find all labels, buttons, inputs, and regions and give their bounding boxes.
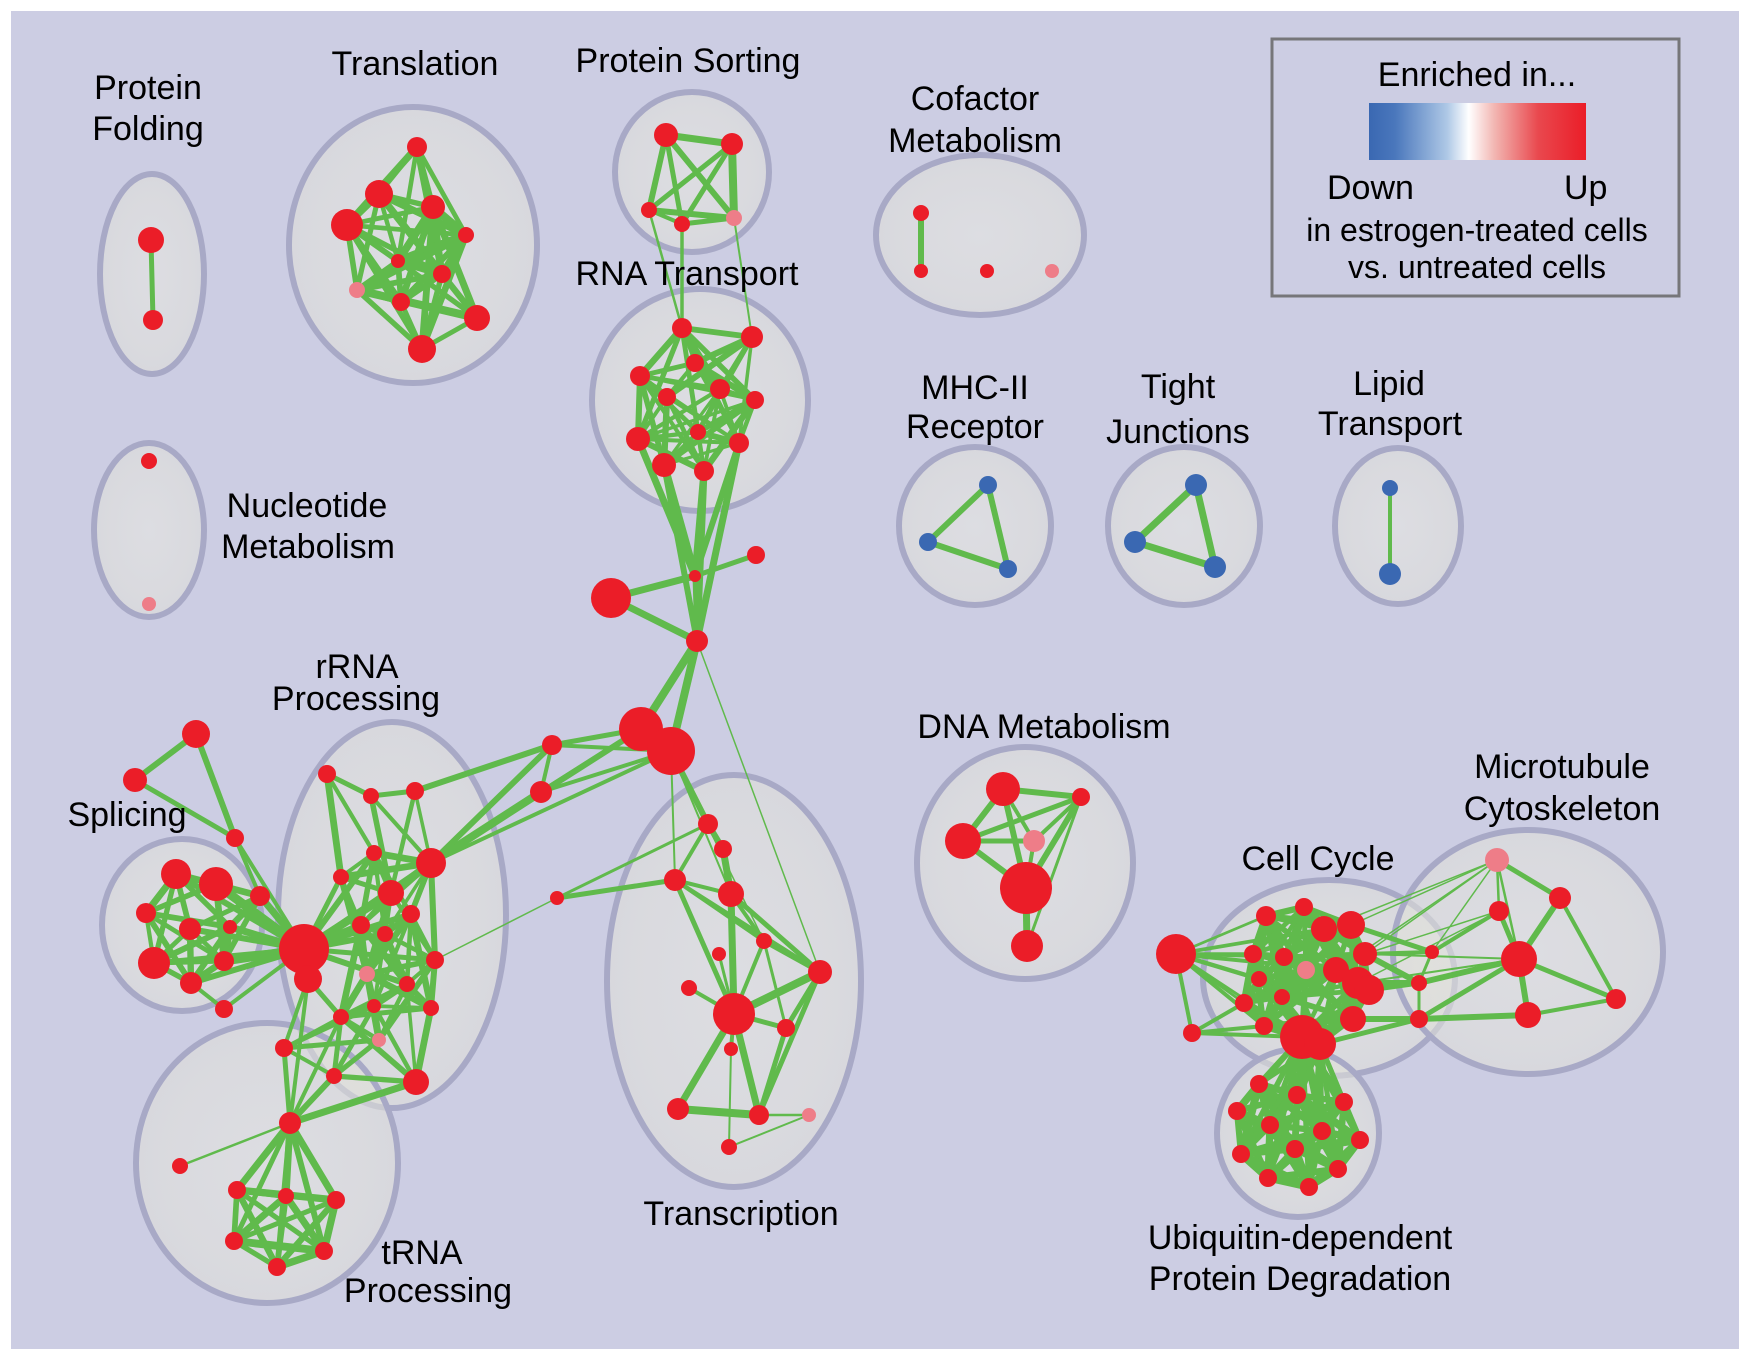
svg-text:tRNA: tRNA: [381, 1234, 463, 1272]
svg-text:Protein: Protein: [94, 69, 202, 107]
svg-text:Junctions: Junctions: [1106, 413, 1250, 451]
svg-text:Lipid: Lipid: [1353, 365, 1425, 403]
svg-text:Tight: Tight: [1141, 368, 1216, 406]
svg-text:Microtubule: Microtubule: [1474, 748, 1650, 786]
svg-text:Ubiquitin-dependent: Ubiquitin-dependent: [1148, 1219, 1453, 1257]
svg-text:Transport: Transport: [1318, 405, 1463, 443]
svg-text:Processing: Processing: [344, 1272, 512, 1310]
svg-text:vs. untreated cells: vs. untreated cells: [1348, 249, 1606, 285]
svg-text:Enriched in...: Enriched in...: [1378, 56, 1576, 94]
svg-text:Metabolism: Metabolism: [221, 528, 395, 566]
svg-text:Splicing: Splicing: [67, 796, 186, 834]
svg-text:DNA Metabolism: DNA Metabolism: [917, 708, 1170, 746]
svg-text:MHC-II: MHC-II: [921, 369, 1029, 407]
svg-text:Down: Down: [1327, 169, 1414, 207]
svg-text:Cofactor: Cofactor: [911, 80, 1040, 118]
svg-text:Transcription: Transcription: [643, 1195, 838, 1233]
svg-text:Protein Degradation: Protein Degradation: [1149, 1260, 1451, 1298]
svg-text:Protein Sorting: Protein Sorting: [576, 42, 801, 80]
svg-text:Processing: Processing: [272, 680, 440, 718]
svg-text:Folding: Folding: [92, 110, 204, 148]
svg-text:Cytoskeleton: Cytoskeleton: [1464, 790, 1661, 828]
svg-text:Receptor: Receptor: [906, 408, 1044, 446]
svg-text:RNA Transport: RNA Transport: [576, 255, 800, 293]
svg-text:Cell Cycle: Cell Cycle: [1241, 840, 1394, 878]
svg-text:in estrogen-treated cells: in estrogen-treated cells: [1306, 212, 1648, 248]
svg-text:Up: Up: [1564, 169, 1607, 207]
svg-text:Nucleotide: Nucleotide: [227, 487, 388, 525]
svg-text:rRNA: rRNA: [315, 648, 398, 686]
svg-text:Metabolism: Metabolism: [888, 122, 1062, 160]
svg-text:Translation: Translation: [332, 45, 499, 83]
